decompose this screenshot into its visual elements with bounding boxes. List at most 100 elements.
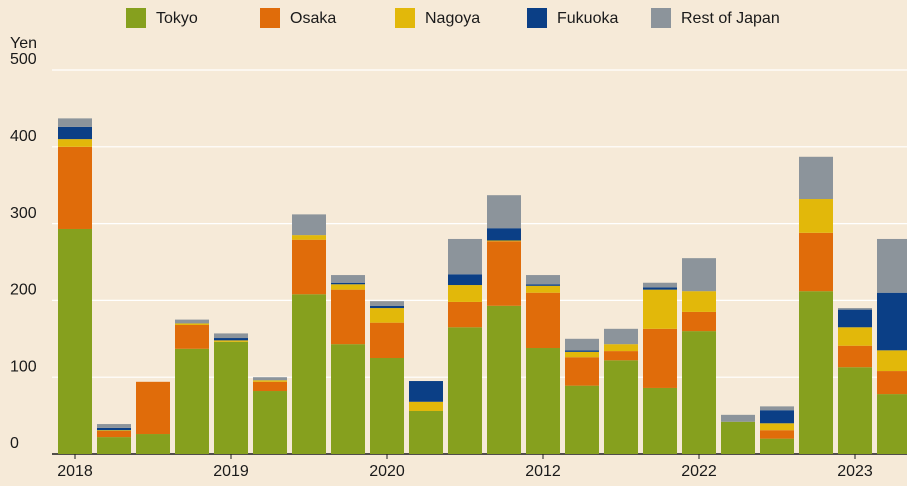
- bar-segment: [409, 401, 443, 411]
- bar-segment: [214, 341, 248, 454]
- bar-segment: [136, 381, 170, 435]
- bar-segment: [292, 235, 326, 240]
- bar-segment: [721, 421, 755, 454]
- bar-segment: [97, 427, 131, 431]
- bar-segment: [175, 323, 209, 325]
- bar-segment: [838, 308, 872, 310]
- legend-label: Rest of Japan: [681, 10, 780, 27]
- y-tick-label: 300: [10, 205, 37, 222]
- bar-segment: [565, 350, 599, 352]
- bar-segment: [682, 258, 716, 292]
- bar-segment: [643, 289, 677, 329]
- bar-segment: [643, 328, 677, 388]
- bar-segment: [97, 430, 131, 438]
- bar-segment: [58, 139, 92, 147]
- bar-segment: [799, 291, 833, 454]
- bar-segment: [604, 328, 638, 345]
- x-tick-label: 2022: [681, 463, 717, 480]
- legend-label: Tokyo: [156, 10, 198, 27]
- legend-swatch: [395, 8, 415, 28]
- bar-segment: [760, 430, 794, 439]
- x-tick-label: 2020: [369, 463, 405, 480]
- bar-segment: [58, 146, 92, 229]
- bar-segment: [370, 305, 404, 309]
- legend-label: Nagoya: [425, 10, 480, 27]
- bar-segment: [487, 305, 521, 454]
- bar-segment: [604, 344, 638, 352]
- bar-segment: [565, 357, 599, 386]
- bar-segment: [682, 311, 716, 332]
- bar-segment: [877, 292, 907, 351]
- legend-label: Fukuoka: [557, 10, 618, 27]
- bar-segment: [331, 275, 365, 283]
- bar-segment: [760, 423, 794, 431]
- y-axis-label: Yen: [10, 35, 37, 52]
- bar-segment: [409, 381, 443, 402]
- x-tick-label: 2012: [525, 463, 561, 480]
- bar-segment: [877, 371, 907, 395]
- bar-segment: [682, 291, 716, 312]
- bar-segment: [97, 430, 131, 431]
- bar-segment: [331, 344, 365, 454]
- bar-segment: [214, 333, 248, 339]
- bar-segment: [448, 274, 482, 286]
- bar-segment: [565, 351, 599, 358]
- bar-segment: [760, 406, 794, 411]
- x-tick-label: 2018: [57, 463, 93, 480]
- bar-segment: [292, 214, 326, 236]
- bar-segment: [331, 284, 365, 290]
- bar-segment: [292, 294, 326, 454]
- bar-segment: [370, 308, 404, 323]
- bar-segment: [760, 438, 794, 454]
- bar-segment: [370, 358, 404, 454]
- bar-segment: [448, 238, 482, 275]
- legend-swatch: [651, 8, 671, 28]
- legend-swatch: [527, 8, 547, 28]
- bar-segment: [838, 345, 872, 368]
- bar-segment: [526, 292, 560, 349]
- bar-segment: [253, 377, 287, 381]
- bar-segment: [643, 387, 677, 454]
- y-tick-label: 200: [10, 282, 37, 299]
- bar-segment: [58, 228, 92, 454]
- bar-segment: [331, 282, 365, 285]
- bar-segment: [292, 239, 326, 295]
- bar-segment: [487, 240, 521, 242]
- bar-segment: [97, 437, 131, 454]
- bar-segment: [370, 322, 404, 358]
- y-tick-label: 100: [10, 358, 37, 375]
- bar-segment: [526, 285, 560, 293]
- bar-segment: [838, 327, 872, 346]
- bar-segment: [370, 301, 404, 306]
- bar-segment: [838, 367, 872, 454]
- bar-segment: [799, 156, 833, 200]
- bar-segment: [214, 338, 248, 341]
- bar-segment: [838, 309, 872, 328]
- bar-segment: [175, 348, 209, 454]
- bar-segment: [682, 331, 716, 454]
- bar-segment: [565, 338, 599, 351]
- bar-segment: [643, 287, 677, 290]
- bar-segment: [214, 340, 248, 342]
- bar-segment: [487, 241, 521, 306]
- bar-segment: [448, 301, 482, 328]
- bar-segment: [526, 348, 560, 454]
- bar-segment: [253, 391, 287, 454]
- bar-segment: [526, 284, 560, 286]
- bar-segment: [253, 380, 287, 382]
- y-tick-label: 0: [10, 435, 19, 452]
- bar-segment: [604, 351, 638, 361]
- bar-segment: [487, 228, 521, 241]
- bar-segment: [799, 232, 833, 292]
- bar-segment: [760, 410, 794, 424]
- bar-segment: [565, 385, 599, 454]
- bar-segment: [409, 410, 443, 454]
- bar-segment: [799, 199, 833, 233]
- bar-segment: [721, 414, 755, 422]
- bar-segment: [331, 289, 365, 345]
- bar-segment: [448, 285, 482, 302]
- bar-segment: [136, 434, 170, 454]
- bar-segment: [643, 282, 677, 288]
- legend-label: Osaka: [290, 10, 336, 27]
- bar-segment: [604, 360, 638, 454]
